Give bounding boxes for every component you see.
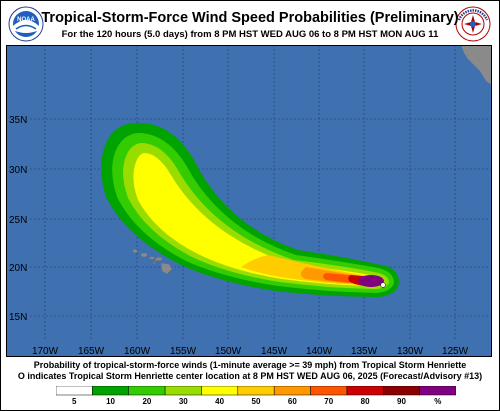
legend-label: 90 [397,397,406,406]
lon-label: 160W [124,346,151,357]
legend-label: 50 [252,397,261,406]
lon-label: 155W [170,346,197,357]
legend-swatch [201,386,239,396]
legend-swatch [310,386,348,396]
hawaiian-islands [132,249,173,275]
north-america-coast [461,45,492,85]
legend-label: 30 [179,397,188,406]
lon-label: 135W [351,346,378,357]
caption-line-2: O indicates Tropical Storm Henriette cen… [17,371,483,381]
probability-legend: 5 10 20 30 40 50 60 70 80 90% [56,386,456,406]
legend-swatch [237,386,275,396]
prob-band-90 [358,275,384,287]
probability-map: 35N 30N 25N 20N 15N 170W 165W 160W 155W … [6,45,492,357]
noaa-logo: NOAA [8,6,44,42]
lat-labels: 35N 30N 25N 20N 15N [9,115,27,323]
ocean [6,45,492,357]
legend-label: 80 [361,397,370,406]
prob-band-40 [133,153,384,286]
legend-swatch [128,386,166,396]
product-title: Tropical-Storm-Force Wind Speed Probabil… [41,10,459,26]
legend-label: 60 [288,397,297,406]
caption-line-1: Probability of tropical-storm-force wind… [33,360,467,370]
lon-label: 140W [306,346,333,357]
legend-label: % [434,397,441,406]
lat-lon-grid [30,45,492,341]
legend-label: 70 [324,397,333,406]
lat-label: 30N [9,165,27,176]
nws-logo [455,6,491,42]
lat-label: 15N [9,312,27,323]
legend-swatch [56,386,93,396]
lat-label: 35N [9,115,27,126]
lon-label: 170W [32,346,59,357]
lon-label: 150W [215,346,242,357]
prob-band-30 [123,143,389,289]
lat-label: 25N [9,215,27,226]
product-subtitle: For the 120 hours (5.0 days) from 8 PM H… [61,29,439,40]
legend-swatch [273,386,311,396]
lon-label: 130W [397,346,424,357]
lon-label: 125W [442,346,469,357]
svg-text:NOAA: NOAA [17,17,35,23]
legend-swatch [92,386,129,396]
legend-swatch [383,386,420,396]
lon-label: 165W [78,346,105,357]
lon-label: 145W [261,346,288,357]
storm-center-marker [380,282,386,288]
legend-swatch [419,386,456,396]
legend-label: 10 [106,397,115,406]
legend-swatch [164,386,202,396]
lon-labels: 170W 165W 160W 155W 150W 145W 140W 135W … [32,346,469,357]
legend-label: 5 [72,397,77,406]
prob-band-20 [112,133,394,293]
legend-label: 20 [142,397,151,406]
legend-label: 40 [215,397,224,406]
map-border [6,45,492,357]
legend-swatch [346,386,384,396]
lat-label: 20N [9,263,27,274]
